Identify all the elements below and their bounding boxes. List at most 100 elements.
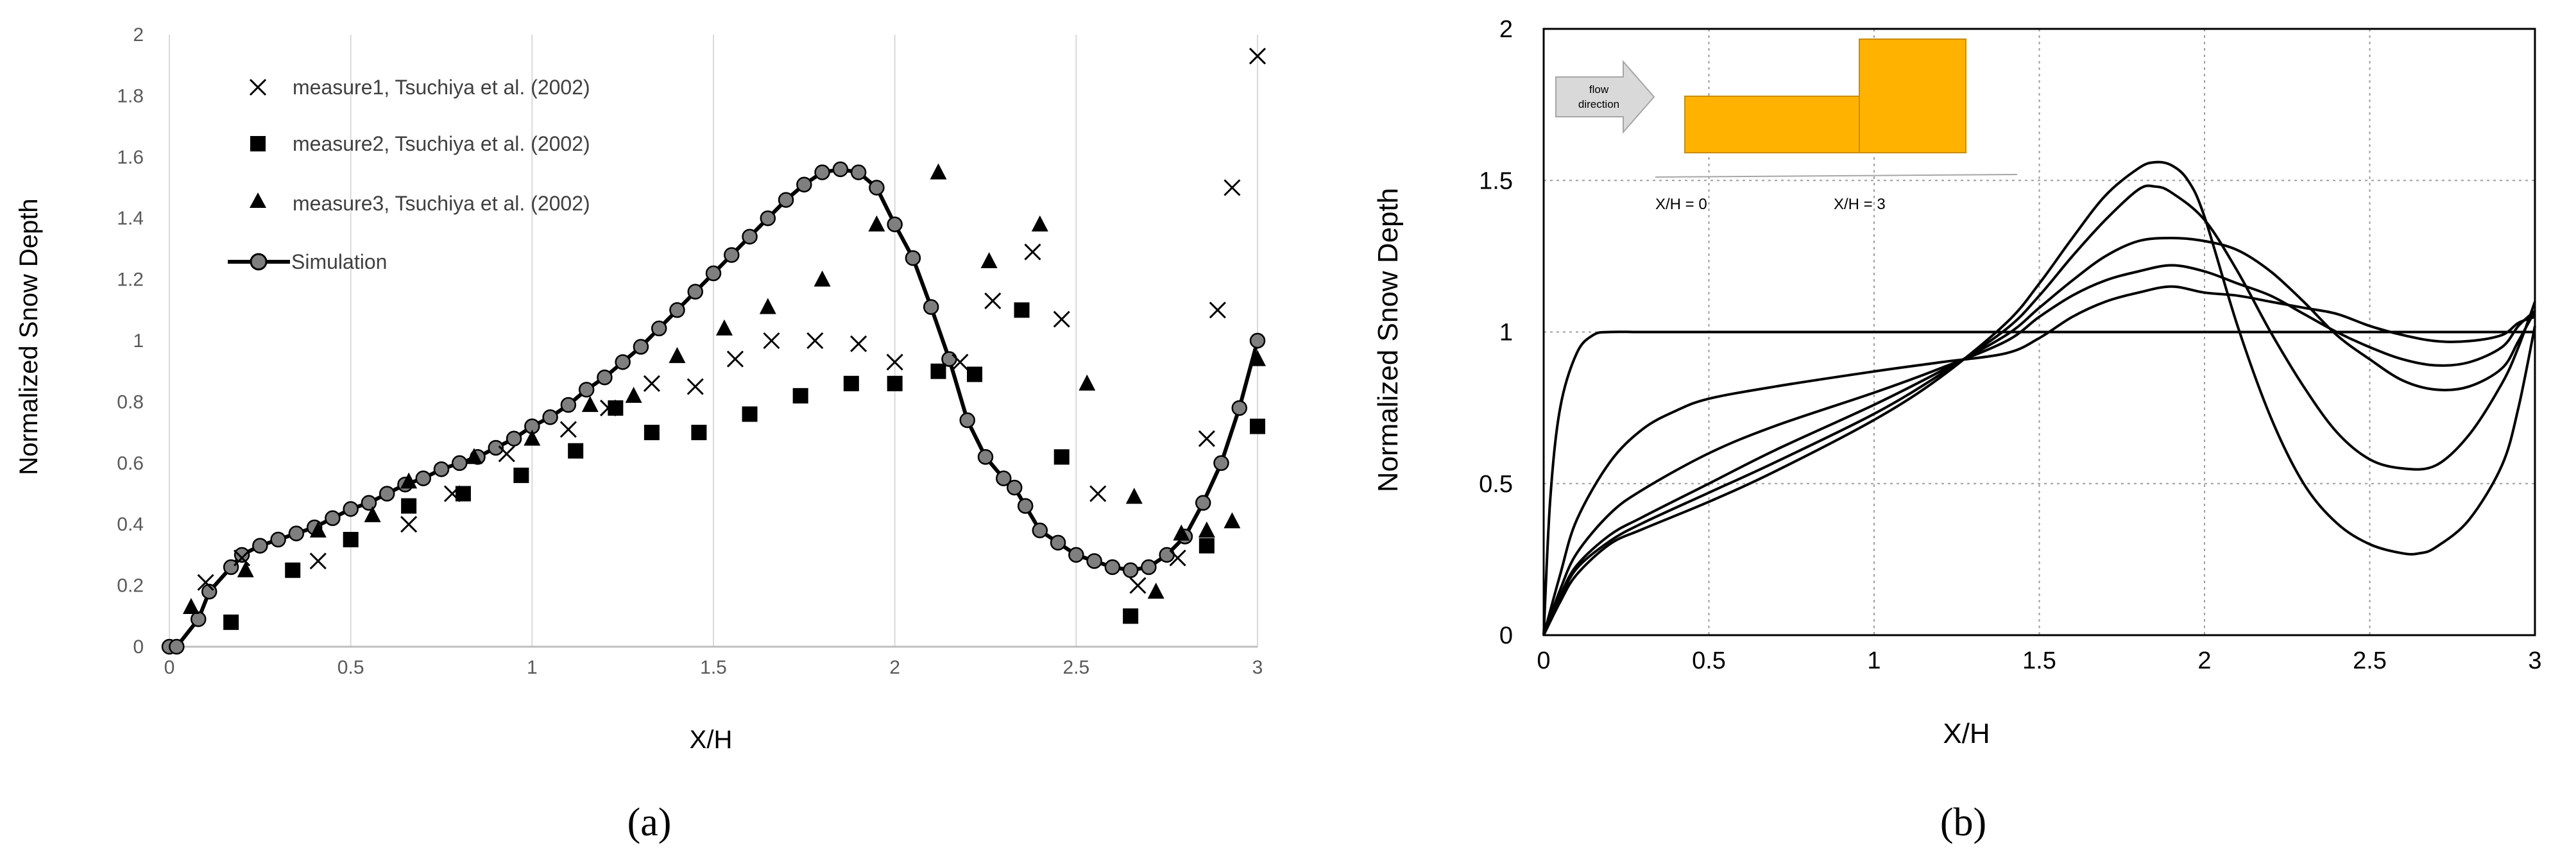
simulation-point: [760, 210, 776, 226]
simulation-point: [578, 382, 595, 398]
panel-b-x-tick-label: 0.5: [1692, 647, 1726, 674]
panel-b-x-tick-label: 3: [2528, 647, 2541, 674]
measure3-point: [930, 163, 947, 180]
measure1-point: [726, 350, 744, 368]
measure3-point: [400, 472, 418, 489]
simulation-point: [651, 320, 667, 337]
panel-b-curves: [1542, 160, 2536, 636]
simulation-point: [869, 180, 885, 196]
panel-b: 0 0.5 1 1.5 2 2.5 3 0 0.5 1 1.5 2 X/H Normalized S…: [1372, 16, 2542, 844]
panel-a-y-axis-label: Normalized Snow Depth: [15, 198, 43, 475]
simulation-point: [905, 250, 921, 266]
simulation-point: [1017, 498, 1034, 514]
measure1-point-stroke: [1053, 311, 1070, 328]
measure2-point: [1123, 608, 1139, 624]
simulation-point: [742, 228, 758, 245]
measure2-point: [644, 425, 660, 441]
measure1-point: [1169, 549, 1186, 567]
measure1-point: [1249, 47, 1267, 65]
measure3-point: [1249, 350, 1266, 366]
measure2-point: [343, 532, 359, 548]
measure1-point-stroke: [726, 350, 744, 368]
simulation-point: [361, 495, 377, 511]
flow-arrow-label-line1: flow: [1589, 83, 1609, 96]
measure1-point: [1129, 577, 1147, 594]
measure1-point-stroke: [400, 516, 418, 533]
measure1-point: [1198, 430, 1215, 447]
measure3-point: [669, 346, 686, 363]
simulation-point: [687, 284, 703, 300]
measure3-point: [868, 215, 885, 232]
measure1-point: [984, 292, 1002, 310]
panel-a-y-tick-label: 0.2: [117, 575, 144, 597]
simulation-point: [1231, 400, 1247, 416]
simulation-point: [705, 265, 722, 282]
panel-a-x-axis-label: X/H: [690, 726, 733, 754]
simulation-point: [778, 192, 794, 208]
measure1-point: [559, 421, 577, 438]
measure1-point-stroke: [806, 332, 824, 350]
measure2-point: [223, 614, 239, 630]
measure2-point: [967, 366, 983, 382]
simulation-point: [379, 486, 395, 502]
simulation-point: [669, 302, 685, 318]
panel-a-y-tick-label: 1: [133, 330, 144, 352]
simulation-point: [169, 638, 185, 655]
panel-a-y-tick-labels: 0 0.2 0.4 0.6 0.8 1 1.2 1.4 1.6 1.8 2: [117, 24, 144, 658]
measure3-point: [759, 298, 776, 314]
simulation-point: [959, 412, 975, 429]
panel-a-y-tick-label: 1.6: [117, 147, 144, 168]
measure1-point-stroke: [1169, 549, 1186, 567]
measure2-point: [792, 388, 808, 404]
high-building-block: [1859, 38, 1966, 153]
simulation-point: [633, 339, 649, 355]
simulation-point: [923, 299, 939, 315]
simulation-point: [597, 369, 613, 386]
simulation-point: [252, 538, 268, 554]
measure2-point: [513, 467, 529, 483]
legend-label-measure2: measure2, Tsuchiya et al. (2002): [293, 132, 590, 155]
simulation-point: [1213, 455, 1229, 472]
simulation-point: [814, 164, 830, 180]
panel-a-x-tick-label: 0.5: [337, 657, 364, 678]
simulation-point: [560, 396, 577, 413]
measure3-point: [1147, 583, 1164, 599]
panel-b-x-tick-label: 2: [2197, 647, 2211, 674]
inset-label-left: X/H = 0: [1655, 196, 1707, 213]
simulation-point: [1104, 559, 1121, 575]
simulation-point: [288, 525, 305, 541]
measure1-point-stroke: [643, 375, 660, 392]
low-building-block: [1684, 96, 1860, 153]
simulation-point: [506, 430, 522, 447]
measure1-point: [1089, 485, 1107, 502]
simulation-point: [1141, 559, 1157, 575]
simulation-point: [1249, 332, 1266, 349]
simulation-point: [850, 164, 867, 180]
measure1-point-stroke: [951, 354, 969, 371]
measure1-point-stroke: [234, 549, 251, 567]
measure1-point: [400, 516, 418, 533]
measure3-point: [715, 319, 733, 336]
measure1-point-stroke: [309, 552, 327, 570]
simulation-point: [1159, 547, 1175, 563]
measure2-point: [691, 425, 707, 441]
legend-marker-measure2: [250, 136, 266, 151]
simulation-point: [887, 216, 903, 232]
simulation-point: [832, 161, 849, 178]
measure1-point: [309, 552, 327, 570]
simulation-point: [488, 439, 504, 456]
panel-a-y-tick-label: 1.2: [117, 269, 144, 291]
flow-direction-arrow: [1555, 60, 1655, 134]
panel-b-curve4: [1542, 237, 2536, 636]
legend-label-measure1: measure1, Tsuchiya et al. (2002): [293, 76, 590, 99]
panel-b-y-tick-label: 0.5: [1479, 471, 1513, 498]
simulation-point: [724, 247, 740, 263]
measure1-point-stroke: [687, 378, 704, 395]
simulation-point: [201, 583, 218, 600]
panel-b-y-tick-labels: 0 0.5 1 1.5 2: [1479, 16, 1513, 649]
panel-b-curve6: [1542, 160, 2536, 636]
panel-a-y-tick-label: 1.8: [117, 85, 144, 107]
panel-b-inset-schematic: flow direction X/H = 0 X/H = 3: [1555, 38, 2018, 213]
simulation-point: [270, 531, 286, 548]
